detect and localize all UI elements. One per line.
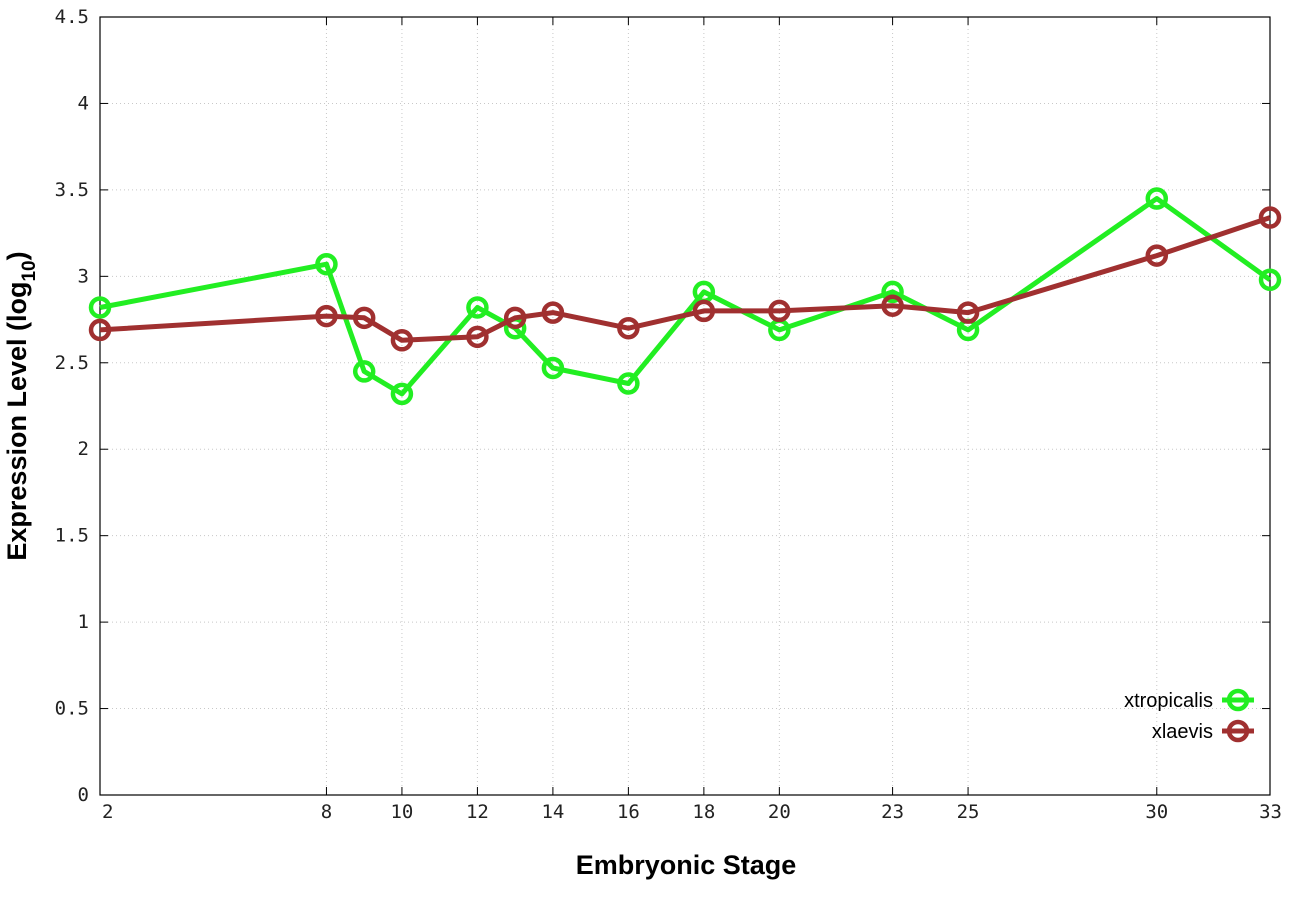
grid xyxy=(100,17,1270,795)
data-point-xtropicalis xyxy=(390,382,414,406)
plot-frame xyxy=(99,16,1271,796)
legend-label: xtropicalis xyxy=(1124,690,1213,712)
data-point-xtropicalis xyxy=(881,280,904,304)
data-point-xtropicalis xyxy=(466,296,489,319)
x-tick-label: 16 xyxy=(617,801,640,823)
data-point-xlaevis xyxy=(617,316,640,340)
data-point-xtropicalis xyxy=(617,372,640,395)
legend-item-xlaevis: xlaevis xyxy=(1152,719,1254,743)
data-point-xtropicalis xyxy=(541,356,565,380)
series xyxy=(88,187,1282,406)
data-point-xtropicalis xyxy=(315,252,338,276)
x-tick-label: 2 xyxy=(102,801,113,823)
y-axis-title-close: ) xyxy=(2,251,32,260)
legend-marker xyxy=(1226,719,1250,743)
data-point-xlaevis xyxy=(88,318,112,342)
data-point-xtropicalis xyxy=(352,360,376,383)
y-tick-label: 4.5 xyxy=(55,6,89,28)
x-tick-label: 12 xyxy=(466,801,489,823)
x-tick-label: 18 xyxy=(692,801,715,823)
y-tick-label: 3 xyxy=(78,265,89,287)
y-axis-title-subscript: 10 xyxy=(19,260,40,281)
data-point-xlaevis xyxy=(768,299,791,323)
y-tick-label: 0.5 xyxy=(55,698,89,720)
y-tick-label: 2 xyxy=(78,438,89,460)
data-point-xlaevis xyxy=(541,301,565,324)
data-point-xlaevis xyxy=(956,301,980,324)
y-tick-label: 3.5 xyxy=(55,179,89,201)
y-axis: 0 0.5 1 1.5 2 2.5 3 3.5 4 4.5 xyxy=(55,6,1270,806)
data-point-xlaevis xyxy=(466,325,489,349)
x-tick-label: 25 xyxy=(957,801,980,823)
x-axis: 2 8 10 12 14 16 18 20 23 25 30 33 xyxy=(99,17,1282,823)
x-tick-label: 14 xyxy=(541,801,564,823)
data-point-xlaevis xyxy=(1145,244,1169,267)
data-point-xtropicalis xyxy=(1258,268,1282,292)
x-tick-label: 20 xyxy=(768,801,791,823)
data-point-xtropicalis xyxy=(1145,187,1169,210)
legend-marker xyxy=(1226,688,1250,712)
data-point-xlaevis xyxy=(315,304,338,328)
data-point-xlaevis xyxy=(881,294,904,317)
series-xlaevis xyxy=(88,206,1282,352)
series-xtropicalis xyxy=(88,187,1282,406)
x-tick-label: 33 xyxy=(1259,801,1282,823)
y-tick-label: 4 xyxy=(78,92,89,114)
x-tick-label: 23 xyxy=(881,801,904,823)
y-axis-title-main: Expression Level (log xyxy=(2,282,32,561)
y-tick-label: 1.5 xyxy=(55,525,89,547)
y-tick-label: 1 xyxy=(78,611,89,633)
data-point-xlaevis xyxy=(352,306,376,330)
y-tick-label: 0 xyxy=(78,784,89,806)
y-axis-title: Expression Level (log10) xyxy=(2,251,40,560)
data-point-xlaevis xyxy=(692,299,716,323)
series-line-xlaevis xyxy=(99,215,1271,343)
data-point-xlaevis xyxy=(1258,206,1282,229)
legend-label: xlaevis xyxy=(1152,721,1213,743)
legend-item-xtropicalis: xtropicalis xyxy=(1124,688,1254,712)
data-point-xlaevis xyxy=(503,306,527,330)
data-point-xlaevis xyxy=(390,329,414,352)
x-tick-label: 8 xyxy=(321,801,332,823)
series-line-xtropicalis xyxy=(99,196,1272,397)
x-tick-label: 10 xyxy=(390,801,413,823)
legend: xtropicalis xlaevis xyxy=(1124,688,1254,743)
data-point-xtropicalis xyxy=(88,296,112,319)
y-tick-label: 2.5 xyxy=(55,352,89,374)
x-tick-label: 30 xyxy=(1145,801,1168,823)
x-axis-title: Embryonic Stage xyxy=(576,850,797,880)
